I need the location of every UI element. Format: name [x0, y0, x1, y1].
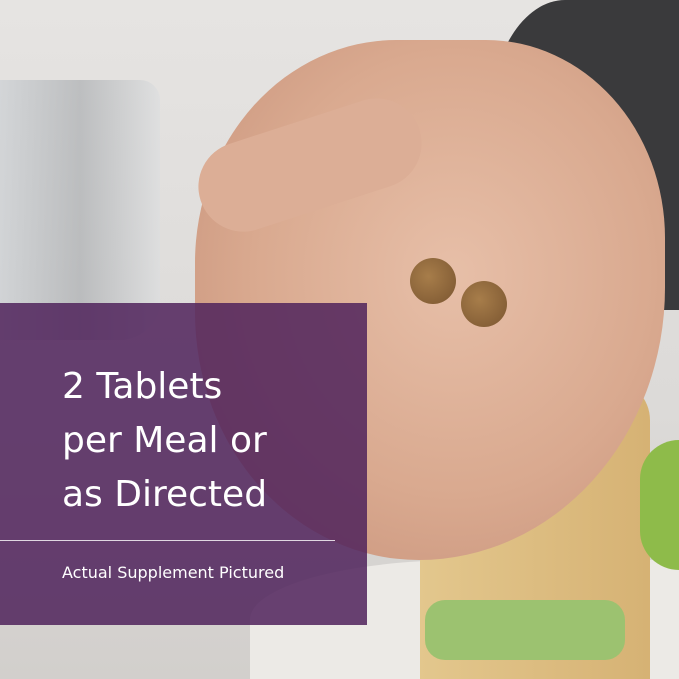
wrap-filling [425, 600, 625, 660]
tablet [461, 281, 507, 327]
tablet [410, 258, 456, 304]
headline-line: per Meal or [62, 420, 267, 461]
lime [640, 440, 679, 570]
water-glass [0, 80, 160, 340]
headline-line: 2 Tablets [62, 366, 223, 407]
headline-line: as Directed [62, 474, 268, 515]
text-overlay-panel [0, 303, 367, 625]
caption: Actual Supplement Pictured [62, 563, 285, 582]
divider [0, 540, 335, 541]
headline: 2 Tablets per Meal or as Directed [62, 360, 362, 522]
